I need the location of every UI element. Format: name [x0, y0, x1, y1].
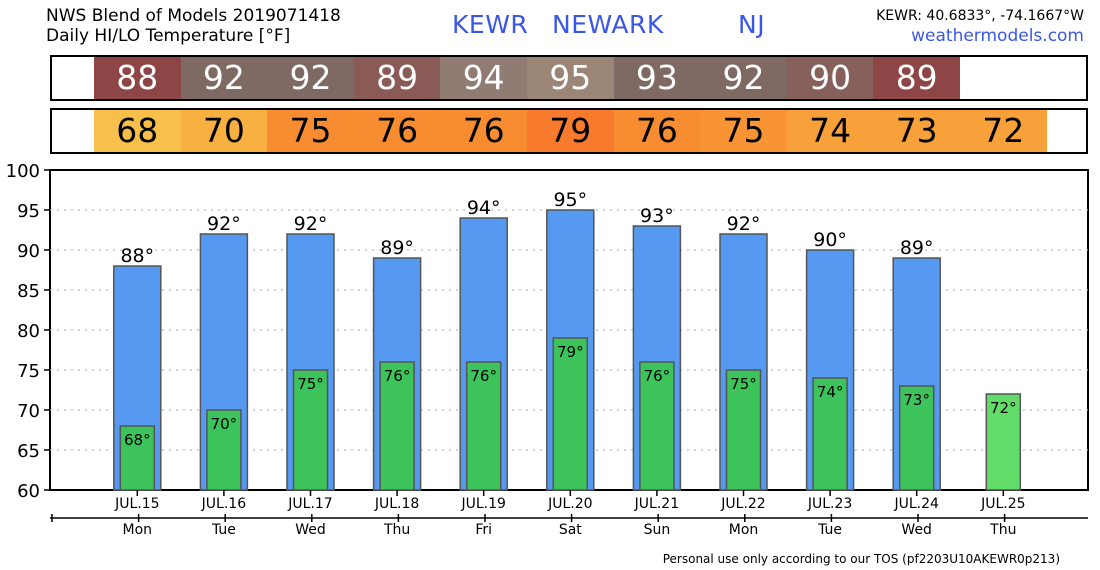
lo-data-label: 74°	[817, 383, 844, 401]
hi-data-label: 94°	[467, 197, 501, 219]
lo-data-label: 70°	[211, 415, 238, 433]
hi-data-label: 95°	[553, 189, 587, 211]
lo-strip-cell: 73	[873, 110, 960, 152]
x-day-label: Tue	[817, 522, 842, 538]
x-day-label: Fri	[475, 522, 492, 538]
lo-temperature-strip: 68 70 75 76 76 79 76 75 74 73 72	[50, 108, 1088, 154]
x-date-label: JUL.21	[634, 496, 679, 512]
lo-data-label: 76°	[470, 367, 497, 385]
hi-data-label: 90°	[813, 229, 847, 251]
hi-strip-cell: 95	[527, 57, 614, 99]
x-date-label: JUL.17	[287, 496, 332, 512]
x-date-label: JUL.16	[201, 496, 247, 512]
lo-data-label: 76°	[384, 367, 411, 385]
lo-strip-cell: 68	[94, 110, 181, 152]
lo-bar	[379, 361, 415, 491]
hi-strip-cell: 90	[786, 57, 874, 99]
lo-data-label: 79°	[557, 343, 584, 361]
hi-data-label: 93°	[640, 205, 674, 227]
lo-strip-cell: 70	[180, 110, 268, 152]
hi-strip-cell: 92	[180, 57, 268, 99]
lo-data-label: 75°	[730, 375, 757, 393]
lo-bar	[639, 361, 675, 491]
lo-strip-cell: 72	[960, 110, 1047, 152]
x-date-label: JUL.22	[720, 496, 765, 512]
x-date-label: JUL.23	[807, 496, 852, 512]
chart-subtitle: Daily HI/LO Temperature [°F]	[46, 26, 291, 46]
x-day-label: Mon	[729, 522, 759, 538]
y-tick-label: 85	[17, 281, 40, 302]
y-tick-label: 90	[17, 241, 40, 262]
x-date-label: JUL.20	[547, 496, 592, 512]
x-day-label: Thu	[383, 522, 410, 538]
lo-bar	[292, 369, 329, 491]
temperature-bar-chart: 100 95 90 85 80 75 70 65 60 88° 68° 92° 70° 92° 75° 89°…	[6, 161, 1089, 538]
y-tick-label: 65	[17, 441, 40, 462]
lo-bar	[206, 409, 242, 491]
station-coords: KEWR: 40.6833°, -74.1667°W	[876, 8, 1084, 24]
x-date-label: JUL.18	[374, 496, 419, 512]
lo-strip-cell: 75	[700, 110, 787, 152]
lo-bar	[552, 337, 589, 491]
hi-data-label: 92°	[207, 213, 241, 235]
chart-title-block: NWS Blend of Models 2019071418 Daily HI/…	[46, 6, 341, 46]
x-day-label: Sun	[644, 522, 671, 538]
x-date-label: JUL.25	[980, 496, 1025, 512]
lo-bar	[985, 393, 1022, 491]
chart-title: NWS Blend of Models 2019071418	[46, 6, 341, 26]
x-day-label: Sat	[559, 522, 582, 538]
hi-data-label: 89°	[380, 237, 414, 259]
x-date-label: JUL.15	[114, 496, 159, 512]
lo-data-label: 73°	[903, 391, 930, 409]
lo-strip-cell: 76	[613, 110, 701, 152]
lo-strip-cell: 75	[267, 110, 354, 152]
lo-strip-cell: 74	[786, 110, 874, 152]
hi-temperature-strip: 88 92 92 89 94 95 93 92 90 89	[50, 55, 1088, 101]
y-tick-label: 100	[6, 161, 40, 182]
x-date-label: JUL.24	[893, 496, 939, 512]
footer-note: Personal use only according to our TOS (…	[662, 552, 1060, 566]
hi-data-label: 92°	[727, 213, 761, 235]
lo-data-label: 72°	[990, 399, 1017, 417]
hi-strip-cell: 89	[353, 57, 441, 99]
y-tick-label: 95	[17, 201, 40, 222]
hi-strip-cell: 94	[440, 57, 527, 99]
x-day-label: Wed	[901, 522, 932, 538]
lo-bar	[465, 361, 502, 491]
y-tick-label: 75	[17, 361, 40, 382]
y-tick-label: 60	[17, 481, 40, 502]
lo-data-label: 68°	[124, 431, 151, 449]
station-name: NEWARK	[552, 10, 664, 39]
y-tick-label: 70	[17, 401, 40, 422]
x-day-label: Mon	[123, 522, 153, 538]
hi-strip-cell: 92	[700, 57, 787, 99]
hi-strip-cell: 92	[267, 57, 354, 99]
lo-strip-cell: 76	[353, 110, 441, 152]
site-link[interactable]: weathermodels.com	[911, 26, 1084, 46]
hi-data-label: 92°	[294, 213, 328, 235]
x-day-label: Thu	[989, 522, 1016, 538]
hi-data-label: 88°	[120, 245, 154, 267]
hi-strip-cell: 89	[873, 57, 960, 99]
lo-strip-cell: 79	[527, 110, 614, 152]
x-date-label: JUL.19	[460, 496, 505, 512]
x-day-label: Wed	[295, 522, 326, 538]
y-tick-label: 80	[17, 321, 40, 342]
lo-data-label: 75°	[297, 375, 324, 393]
hi-strip-cell: 88	[94, 57, 181, 99]
hi-strip-cell: 93	[613, 57, 701, 99]
station-id: KEWR	[452, 10, 529, 39]
x-day-label: Tue	[211, 522, 236, 538]
lo-strip-cell: 76	[440, 110, 527, 152]
hi-data-label: 89°	[900, 237, 934, 259]
lo-data-label: 76°	[644, 367, 671, 385]
coords-block: KEWR: 40.6833°, -74.1667°W weathermodels…	[876, 6, 1084, 46]
station-state: NJ	[738, 10, 766, 39]
